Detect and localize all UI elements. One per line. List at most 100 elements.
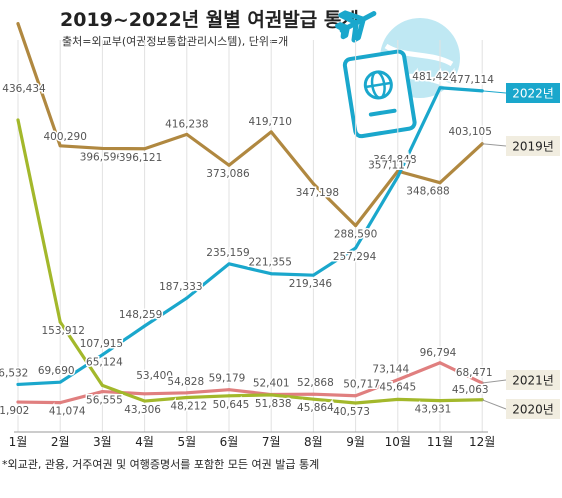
x-tick-label: 1월: [9, 435, 28, 449]
data-label: 50,645: [213, 399, 250, 411]
data-label: 148,259: [119, 309, 162, 321]
series-point: [100, 383, 104, 387]
series-line-2019년: [16, 22, 484, 228]
series-point: [58, 401, 62, 405]
data-label: 45,063: [452, 384, 489, 396]
series-point: [16, 118, 20, 122]
chart-footnote: *외교관, 관용, 거주여권 및 여행증명서를 포함한 모든 여권 발급 통계: [2, 458, 319, 471]
series-point: [354, 224, 358, 228]
x-tick-label: 6월: [220, 435, 239, 449]
series-point: [396, 397, 400, 401]
data-label: 364,848: [373, 154, 416, 166]
series-point: [100, 146, 104, 150]
data-label: 396,121: [119, 152, 162, 164]
data-label: 51,838: [255, 398, 292, 410]
legend-label: 2022년: [512, 87, 554, 101]
x-tick-label: 10월: [385, 435, 411, 449]
legend-connector: [482, 143, 507, 147]
data-label: 52,401: [253, 378, 290, 390]
data-label: 357,117: [368, 160, 411, 172]
series-point: [185, 132, 189, 136]
data-label: 69,690: [38, 365, 75, 377]
legend-label: 2019년: [512, 140, 554, 154]
data-label: 96,794: [420, 347, 457, 359]
legend-connector: [482, 379, 507, 384]
legend-label: 2021년: [512, 374, 554, 388]
x-tick-label: 9월: [346, 435, 365, 449]
series-point: [354, 394, 358, 398]
data-label: 348,688: [406, 186, 449, 198]
series-point: [438, 361, 442, 365]
legend-label: 2020년: [512, 403, 554, 417]
data-label: 153,912: [41, 325, 84, 337]
series-point: [396, 175, 400, 179]
data-label: 66,532: [0, 367, 28, 379]
data-label: 41,902: [0, 405, 29, 417]
data-label: 235,159: [206, 247, 249, 259]
legend-connector: [482, 90, 507, 94]
data-label: 45,645: [379, 381, 416, 393]
series-point: [396, 378, 400, 382]
series-point: [185, 296, 189, 300]
legend-box-2020년: [506, 399, 560, 419]
legend-connector: [482, 399, 507, 410]
legend-box-2021년: [506, 370, 560, 390]
series-point: [311, 182, 315, 186]
airplane-icon: [335, 10, 377, 43]
data-label: 400,290: [43, 131, 86, 143]
series-point: [185, 391, 189, 395]
data-labels-layer: 571,055400,290396,596396,121416,238373,0…: [0, 69, 496, 419]
legend: 2022년 2019년 2021년 2020년: [482, 83, 560, 419]
x-tick-label: 11월: [427, 435, 453, 449]
data-label: 257,294: [333, 251, 377, 263]
series-point: [269, 272, 273, 276]
series-point: [58, 320, 62, 324]
series-point: [311, 397, 315, 401]
series-point: [143, 392, 147, 396]
chart-title: 2019~2022년 월별 여권발급 통계: [60, 9, 359, 31]
data-label: 373,086: [206, 168, 250, 180]
series-point: [438, 86, 442, 90]
series-point: [185, 396, 189, 400]
data-label: 477,114: [450, 74, 494, 86]
data-label: 416,238: [165, 118, 208, 130]
series-point: [16, 400, 20, 404]
series-layer: [16, 22, 484, 405]
data-label: 48,212: [170, 401, 207, 413]
series-line-2021년: [16, 361, 484, 405]
vertical-gridlines: [17, 40, 483, 432]
data-label: 53,400: [136, 370, 173, 382]
series-point: [269, 130, 273, 134]
series-point: [100, 390, 104, 394]
series-point: [227, 163, 231, 167]
data-label: 59,179: [209, 373, 246, 385]
data-label: 219,346: [289, 278, 333, 290]
data-label: 396,596: [80, 151, 124, 163]
series-point: [354, 401, 358, 405]
series-point: [438, 181, 442, 185]
data-label: 50,717: [343, 379, 380, 391]
data-label: 481,424: [412, 71, 456, 83]
series-point: [311, 273, 315, 277]
series-point: [311, 392, 315, 396]
data-label: 43,306: [124, 404, 161, 416]
series-point: [143, 324, 147, 328]
series-point: [143, 147, 147, 151]
data-label: 347,198: [296, 187, 339, 199]
passport-icon: [342, 49, 417, 139]
series-line-2022년: [16, 86, 484, 387]
series-point: [438, 399, 442, 403]
data-label: 288,590: [334, 229, 377, 241]
legend-box-2019년: [506, 136, 560, 156]
data-label: 107,915: [80, 338, 123, 350]
data-label: 43,931: [415, 404, 452, 416]
x-tick-label: 3월: [93, 435, 112, 449]
x-tick-label: 8월: [304, 435, 323, 449]
series-point: [354, 246, 358, 250]
data-label: 403,105: [448, 126, 491, 138]
data-label: 54,828: [167, 376, 204, 388]
series-point: [100, 353, 104, 357]
data-label: 41,074: [49, 406, 86, 418]
series-point: [16, 382, 20, 386]
